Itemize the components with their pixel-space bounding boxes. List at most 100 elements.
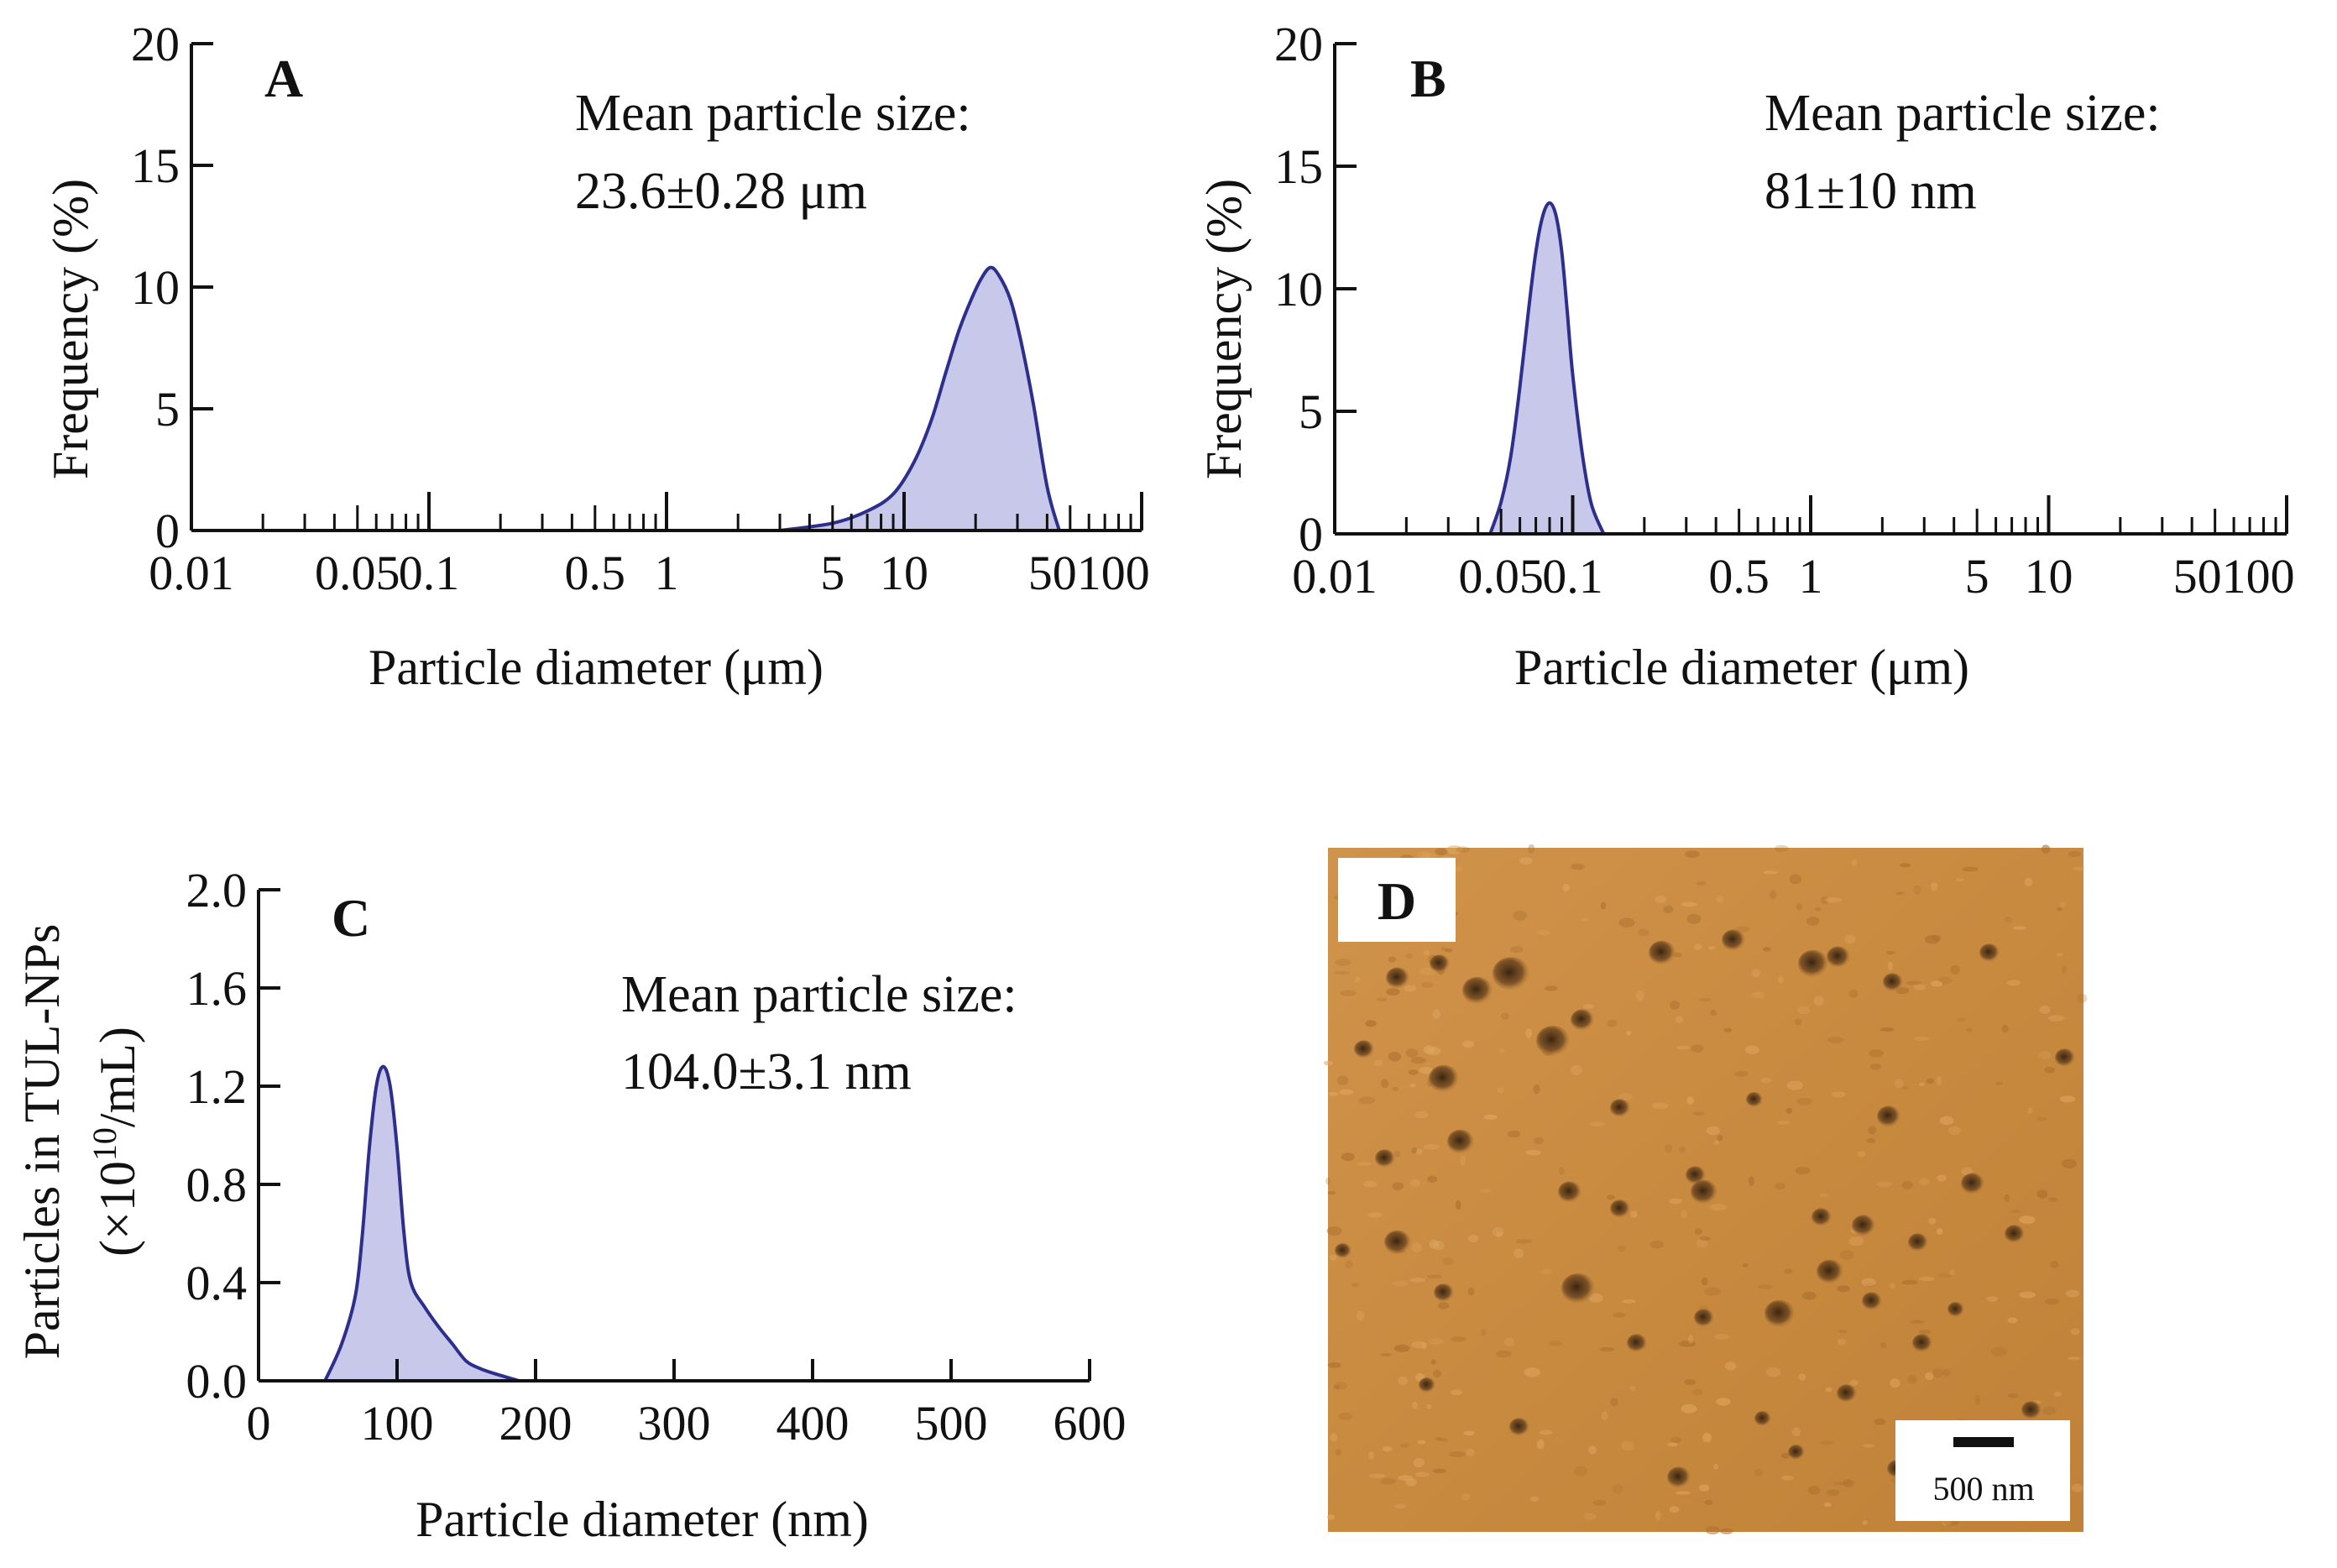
afm-grain [1679, 1341, 1696, 1347]
afm-grain [1857, 1151, 1866, 1158]
afm-grain [1513, 910, 1527, 921]
afm-grain [1380, 1478, 1396, 1485]
afm-particle [1375, 1149, 1395, 1168]
afm-grain [1697, 1238, 1708, 1248]
afm-grain [1851, 858, 1857, 867]
afm-grain [1862, 1520, 1868, 1525]
afm-particle [1979, 943, 2000, 962]
afm-grain [1530, 1496, 1540, 1503]
afm-grain [2045, 1298, 2060, 1305]
afm-grain [1617, 1245, 1627, 1252]
afm-grain [1687, 1335, 1693, 1344]
afm-grain [1825, 896, 1843, 903]
panel-b-area [1490, 202, 1604, 535]
afm-particle [1386, 967, 1409, 989]
panel-a-area [780, 267, 1059, 531]
afm-grain [2039, 1005, 2051, 1015]
afm-grain [1906, 980, 1922, 985]
afm-grain [1655, 895, 1667, 904]
panel-d-afm-image: D 500 nm [1323, 844, 2088, 1535]
afm-grain [1329, 1254, 1337, 1261]
afm-grain [1814, 907, 1822, 912]
afm-grain [1501, 1012, 1509, 1021]
panel-c-xlabel: Particle diameter (nm) [416, 1492, 869, 1547]
afm-grain [1466, 1448, 1475, 1456]
afm-grain [1907, 1375, 1917, 1384]
afm-grain [1528, 844, 1535, 854]
afm-grain [1937, 1228, 1943, 1235]
afm-grain [1706, 1126, 1721, 1136]
panel-2-ytick-label: 1.6 [186, 961, 248, 1016]
afm-particle [1852, 1215, 1875, 1236]
afm-grain [1667, 1442, 1678, 1447]
afm-grain [1901, 1085, 1909, 1090]
afm-particle [2005, 1225, 2025, 1243]
panel-c-letter: C [332, 888, 370, 948]
afm-grain [1607, 1019, 1618, 1027]
afm-particle [1649, 940, 1676, 965]
afm-grain [1717, 1134, 1723, 1142]
afm-grain [2036, 1116, 2047, 1121]
afm-grain [1497, 1087, 1504, 1094]
afm-grain [1675, 1016, 1684, 1024]
panel-1-xtick-label: 0.05 [1458, 549, 1544, 604]
afm-grain [1333, 970, 1351, 975]
afm-grain [1806, 917, 1820, 926]
afm-grain [1415, 1148, 1423, 1155]
panel-1-xtick-label: 50100 [2173, 549, 2295, 604]
afm-grain [1588, 1445, 1597, 1455]
panel-a-curve [779, 265, 1061, 532]
afm-grain [1388, 956, 1397, 963]
panel-a-annotation-line1: Mean particle size: [575, 85, 971, 142]
afm-grain [1911, 1320, 1925, 1325]
afm-grain [1942, 1368, 1951, 1377]
panel-2-ytick-label: 1.2 [186, 1059, 248, 1114]
afm-grain [2013, 926, 2026, 930]
panel-c-annotation-line1: Mean particle size: [621, 966, 1017, 1023]
afm-grain [1948, 1126, 1961, 1136]
panel-b-ylabel: Frequency (%) [1196, 179, 1252, 479]
afm-grain [1757, 1284, 1774, 1289]
afm-grain [2007, 1317, 2018, 1324]
afm-grain [1516, 1239, 1532, 1244]
panel-0-ytick-label: 0 [155, 504, 180, 558]
afm-particle [1788, 1445, 1805, 1460]
afm-grain [1446, 845, 1463, 855]
afm-grain [1496, 1231, 1503, 1237]
afm-grain [1780, 1475, 1795, 1481]
afm-grain [1838, 1329, 1848, 1334]
afm-grain [1421, 1342, 1427, 1350]
afm-grain [1414, 1111, 1429, 1119]
panel-0-xtick-label: 0.01 [149, 546, 234, 600]
afm-grain [1583, 1513, 1597, 1520]
afm-grain [1694, 1228, 1703, 1235]
afm-grain [2077, 993, 2088, 1003]
panel-1-xtick-label: 10 [2025, 549, 2073, 604]
afm-grain [1326, 1226, 1342, 1236]
panel-a-letter: A [264, 49, 303, 108]
afm-grain [1592, 1499, 1607, 1507]
afm-grain [1581, 917, 1589, 922]
panel-2-xtick-label: 300 [638, 1396, 711, 1450]
afm-grain [1419, 1066, 1434, 1074]
afm-grain [1393, 1344, 1410, 1352]
afm-grain [1325, 1177, 1331, 1185]
afm-grain [1949, 1269, 1955, 1275]
afm-grain [1745, 1045, 1759, 1055]
panel-2-ytick-label: 0.4 [186, 1256, 248, 1310]
afm-particle [1610, 1200, 1630, 1218]
afm-grain [1354, 976, 1361, 983]
afm-grain [1869, 1064, 1881, 1070]
afm-grain [1686, 1096, 1694, 1105]
afm-particle [1447, 1129, 1474, 1154]
afm-grain [1763, 870, 1778, 875]
afm-grain [1323, 1060, 1334, 1066]
afm-grain [1786, 1080, 1803, 1090]
afm-grain [1635, 990, 1645, 1001]
afm-grain [1408, 1069, 1419, 1075]
afm-grain [1498, 1048, 1506, 1053]
afm-grain [1685, 850, 1700, 858]
scale-bar [1953, 1437, 2014, 1447]
afm-grain [1708, 946, 1716, 950]
afm-grain [1589, 1121, 1605, 1126]
